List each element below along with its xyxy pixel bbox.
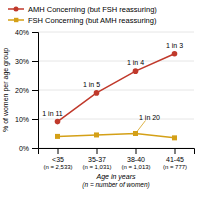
plot: 0%10%20%30%40%<35(n = 2,533)35-37(n = 1,…: [2, 29, 195, 189]
tick-label-line: (n = 1,013): [121, 164, 150, 170]
axis-line: [32, 33, 39, 149]
tick-label: <35(n = 2,533): [43, 156, 72, 171]
annotation: 1 in 11: [42, 110, 63, 117]
tick: <35(n = 2,533): [43, 148, 72, 170]
grid: [38, 32, 194, 148]
tick-mark: [32, 61, 38, 62]
tick-label: 10%: [15, 116, 29, 123]
grid-line: [38, 32, 194, 33]
tick-label: 35-37(n = 1,031): [82, 156, 111, 171]
grid-line: [38, 61, 194, 62]
chart-container: 0%10%20%30%40%<35(n = 2,533)35-37(n = 1,…: [0, 0, 200, 200]
line: [58, 54, 175, 122]
marker: [133, 68, 139, 74]
tick-mark: [32, 148, 38, 149]
annotation: 1 in 4: [127, 59, 144, 66]
tick-label-line: 38-40: [127, 156, 145, 163]
legend-label: AMH Concerning (but FSH reassuring): [28, 5, 157, 14]
legend-item: AMH Concerning (but FSH reassuring): [8, 5, 157, 14]
tick-mark: [32, 32, 38, 33]
legend-label: FSH Concerning (but AMH reassuring): [28, 16, 157, 25]
marker: [55, 119, 61, 125]
tick-label: 40%: [15, 29, 29, 36]
y-axis-label: % of women per age group: [2, 48, 10, 132]
annotation: 1 in 5: [83, 81, 100, 88]
legend-marker: [14, 7, 19, 12]
marker: [94, 90, 100, 96]
tick-label-line: (n = 2,533): [43, 164, 72, 170]
legend-item: FSH Concerning (but AMH reassuring): [8, 16, 157, 25]
chart: 0%10%20%30%40%<35(n = 2,533)35-37(n = 1,…: [0, 0, 200, 200]
tick-label-line: (n = 777): [163, 164, 187, 170]
tick-label: 0%: [19, 145, 29, 152]
x-axis: <35(n = 2,533)35-37(n = 1,031)38-40(n = …: [39, 148, 195, 170]
legend-marker: [14, 18, 18, 22]
tick-mark: [175, 148, 176, 154]
tick-mark: [32, 90, 38, 91]
tick-label-line: 41-45: [166, 156, 184, 163]
marker: [172, 51, 178, 57]
x-axis-label: Age in years(n = number of women): [82, 173, 149, 189]
axis-line: [39, 149, 195, 155]
y-axis: 0% 10% 20% 30% 40%: [15, 29, 39, 152]
tick-mark: [32, 119, 38, 120]
x-axis-label-line: (n = number of women): [82, 181, 149, 189]
tick: 20%: [15, 87, 38, 94]
tick-mark: [97, 148, 98, 154]
tick-label-line: (n = 1,031): [82, 164, 111, 170]
tick: 40%: [15, 29, 38, 36]
tick-label: 20%: [15, 87, 29, 94]
annotations: 1 in 11 1 in 5 1 in 4 1 in 3 1 in 20: [42, 42, 183, 134]
tick: 10%: [15, 116, 38, 123]
legend: AMH Concerning (but FSH reassuring) FSH C…: [8, 5, 157, 25]
annotation: 1 in 20: [139, 114, 160, 121]
line: [58, 134, 175, 138]
tick-label-line: 35-37: [88, 156, 106, 163]
marker: [55, 134, 60, 139]
x-axis-label-line: Age in years: [96, 173, 136, 181]
tick-label-line: <35: [52, 156, 64, 163]
tick-mark: [136, 148, 137, 154]
tick-mark: [58, 148, 59, 154]
annotation-leader: [136, 121, 146, 134]
tick: 30%: [15, 58, 38, 65]
tick-label: 38-40(n = 1,013): [121, 156, 150, 171]
tick: 0%: [19, 145, 38, 152]
tick-label: 41-45(n = 777): [163, 156, 187, 171]
marker: [94, 132, 99, 137]
marks: [55, 51, 178, 140]
annotation: 1 in 3: [166, 42, 183, 49]
marker: [172, 135, 177, 140]
tick-label: 30%: [15, 58, 29, 65]
tick: 41-45(n = 777): [163, 148, 187, 170]
grid-line: [38, 90, 194, 91]
tick: 38-40(n = 1,013): [121, 148, 150, 170]
tick: 35-37(n = 1,031): [82, 148, 111, 170]
